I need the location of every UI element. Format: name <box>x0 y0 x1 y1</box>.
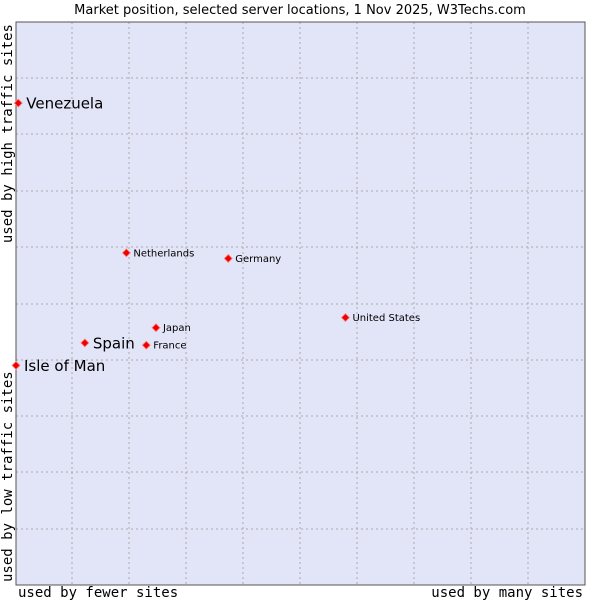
chart-title: Market position, selected server locatio… <box>74 3 526 18</box>
x-axis-label-right: used by many sites <box>431 585 583 600</box>
y-axis-label-top: used by high traffic sites <box>0 24 16 243</box>
point-label-isle-of-man: Isle of Man <box>24 357 105 375</box>
y-axis-label-bottom: used by low traffic sites <box>0 371 16 582</box>
point-marker-japan <box>151 323 161 333</box>
point-label-spain: Spain <box>93 334 135 352</box>
data-point-isle-of-man: Isle of Man <box>11 357 105 375</box>
point-marker-germany <box>223 253 233 264</box>
data-point-france: France <box>141 340 187 352</box>
point-label-venezuela: Venezuela <box>26 95 103 113</box>
point-label-japan: Japan <box>162 323 191 334</box>
point-marker-venezuela <box>13 98 23 108</box>
data-point-united-states: United States <box>340 313 420 324</box>
point-marker-spain <box>80 338 90 348</box>
point-label-netherlands: Netherlands <box>133 248 194 259</box>
point-marker-netherlands <box>121 248 131 258</box>
data-point-spain: Spain <box>80 334 135 352</box>
point-label-united-states: United States <box>352 313 420 324</box>
grid-layer <box>16 22 585 585</box>
data-point-japan: Japan <box>151 323 191 334</box>
point-label-france: France <box>153 341 186 352</box>
data-point-netherlands: Netherlands <box>121 248 194 259</box>
x-axis-label-left: used by fewer sites <box>18 585 178 600</box>
plot-border <box>15 21 586 586</box>
point-marker-france <box>141 340 151 350</box>
data-point-germany: Germany <box>223 253 281 265</box>
points-layer: Venezuela Netherlands Germany United States… <box>11 95 420 375</box>
point-marker-isle-of-man <box>11 360 21 370</box>
point-label-germany: Germany <box>235 254 281 265</box>
point-marker-united-states <box>340 313 351 323</box>
data-point-venezuela: Venezuela <box>13 95 103 113</box>
